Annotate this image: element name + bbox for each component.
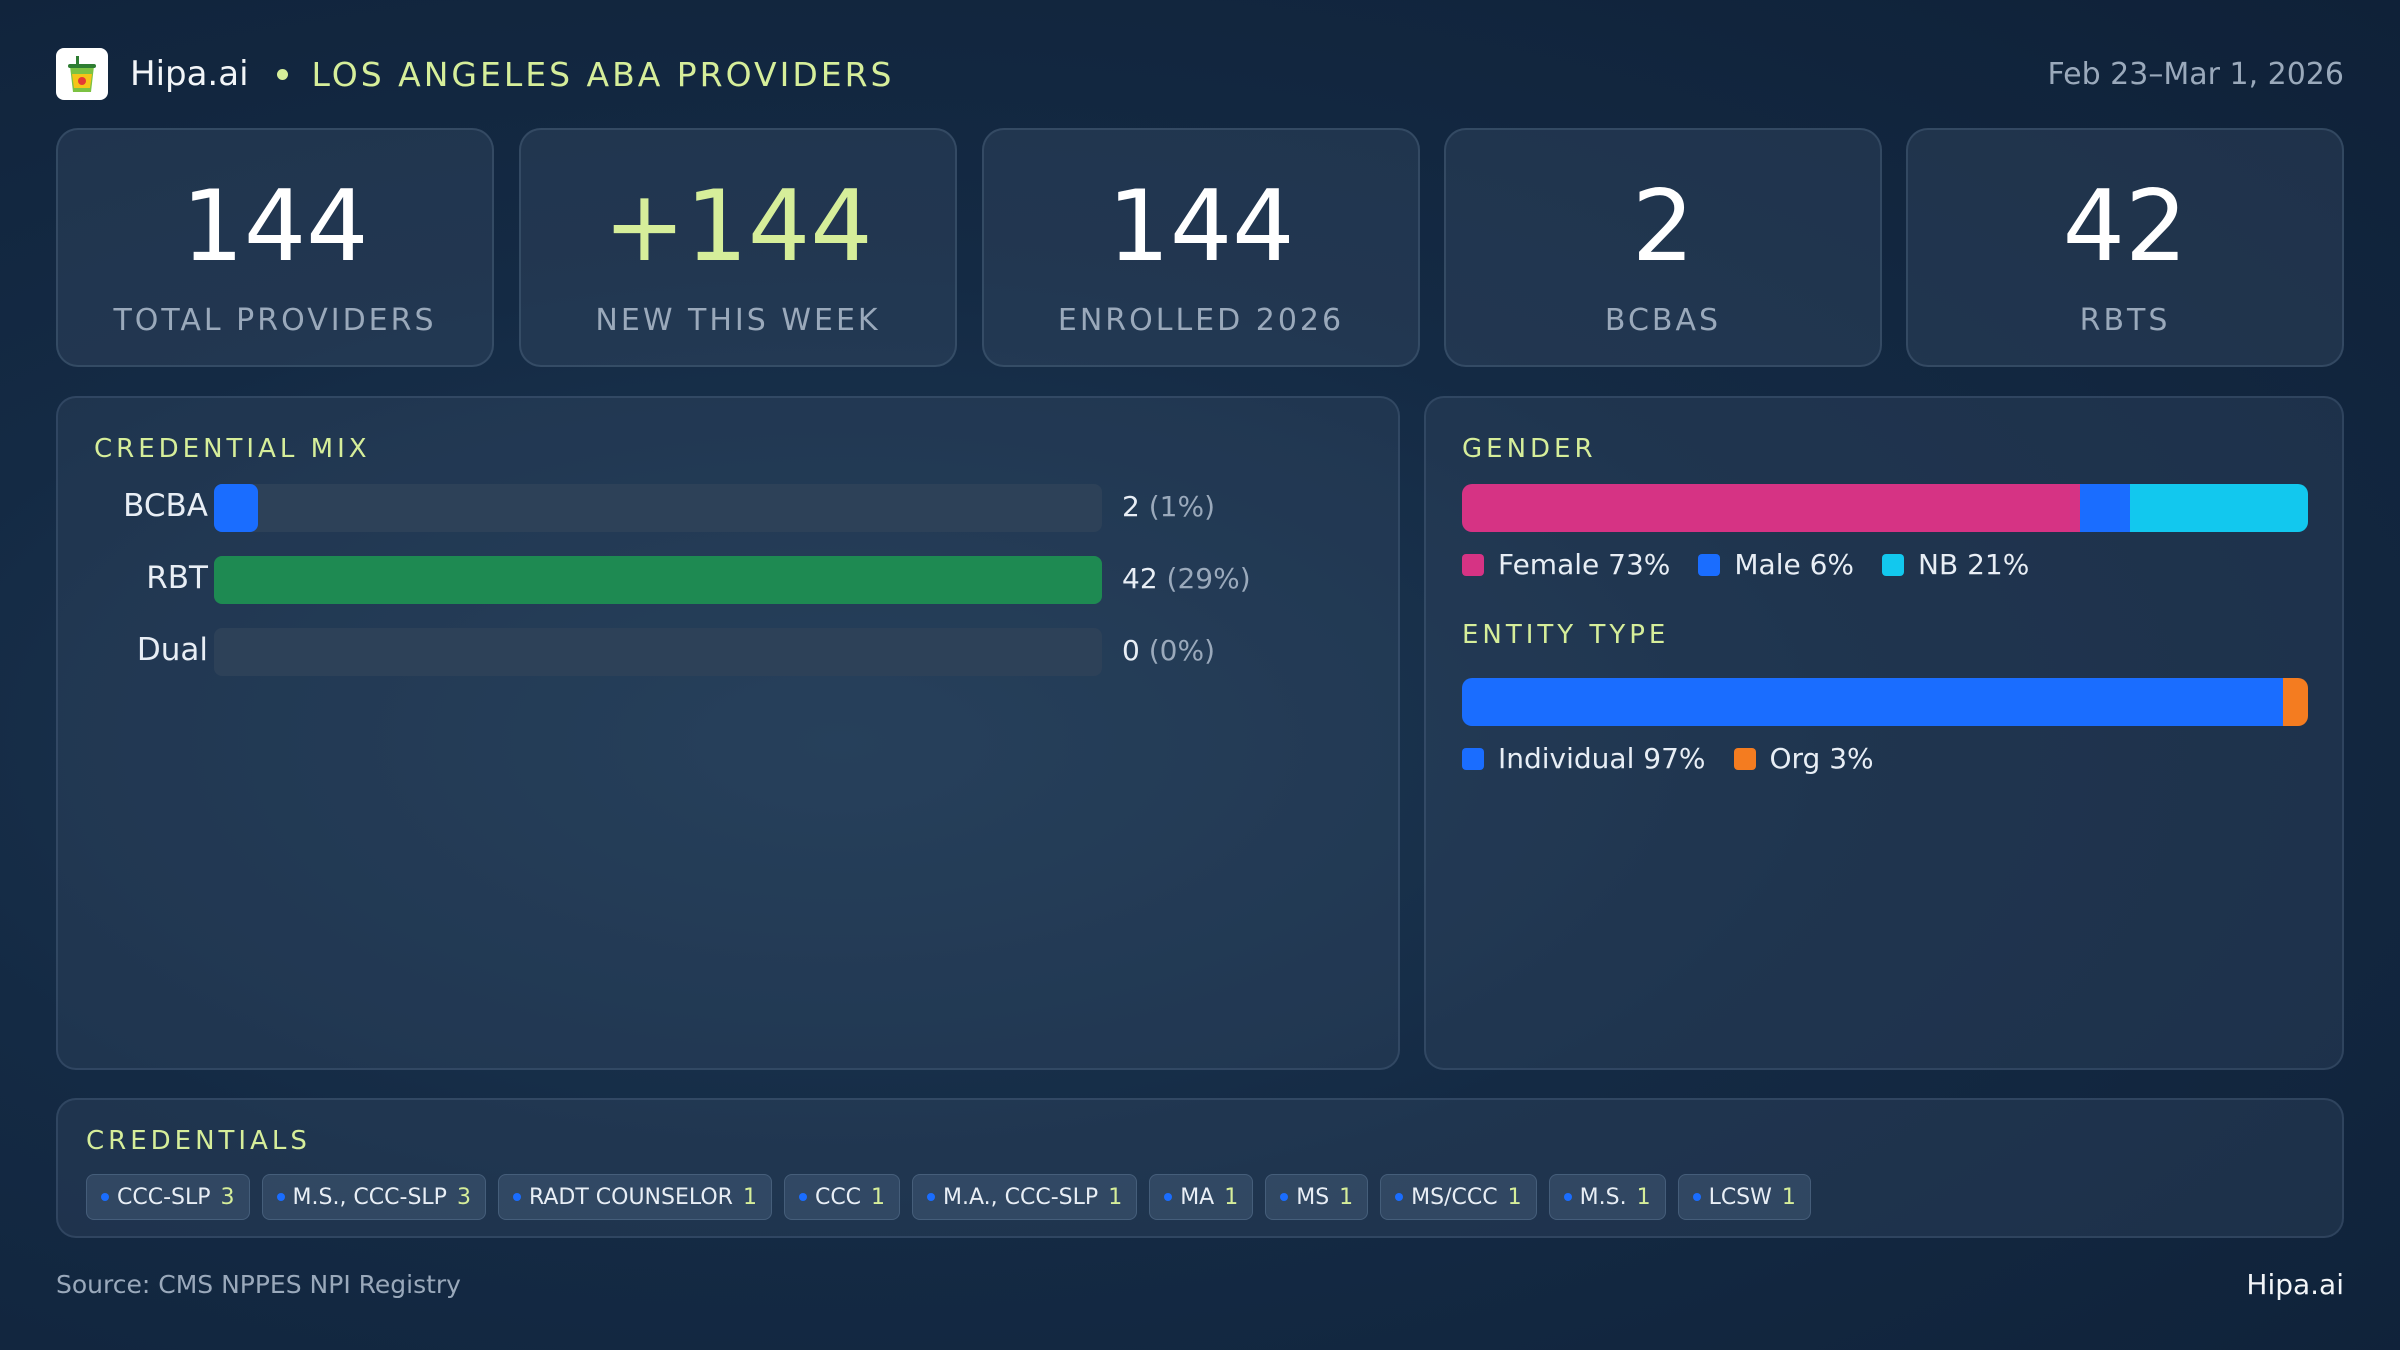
panel-title: ENTITY TYPE xyxy=(1462,620,1670,650)
kpi-value: +144 xyxy=(603,170,873,284)
panel-title: GENDER xyxy=(1462,434,1597,464)
legend-swatch xyxy=(1733,747,1756,770)
credential-row-label: Dual xyxy=(136,632,208,668)
bullet-dot-icon xyxy=(1280,1193,1289,1201)
credential-row-value: 2 (1%) xyxy=(1122,490,1216,523)
legend-swatch xyxy=(1462,747,1484,770)
date-range: Feb 23–Mar 1, 2026 xyxy=(2047,56,2344,92)
credential-chip[interactable]: CCC-SLP 3 xyxy=(86,1174,250,1220)
kpi-card-rbts: 42 RBTS xyxy=(1906,128,2344,367)
gender-stacked-bar xyxy=(1462,484,2308,532)
credential-chip[interactable]: M.A., CCC-SLP 1 xyxy=(912,1174,1138,1220)
bullet-dot-icon xyxy=(927,1193,936,1201)
bar-fill xyxy=(214,484,259,532)
kpi-label: BCBAS xyxy=(1604,303,1722,338)
credential-chip[interactable]: CCC 1 xyxy=(783,1174,901,1220)
legend-swatch xyxy=(1462,553,1484,576)
entity-type-stacked-bar xyxy=(1462,678,2308,726)
credential-chip[interactable]: MA 1 xyxy=(1149,1174,1254,1220)
separator-dot xyxy=(276,68,288,80)
page-title: LOS ANGELES ABA PROVIDERS xyxy=(311,54,895,94)
legend-item-female: Female 73% xyxy=(1462,548,1670,581)
credential-mix-panel: CREDENTIAL MIX BCBA 2 (1%) RBT 42 (29%) … xyxy=(56,396,1400,1070)
credential-chip-list: CCC-SLP 3 M.S., CCC-SLP 3 RADT COUNSELOR 1 … xyxy=(86,1174,1823,1220)
credential-row-label: RBT xyxy=(146,560,208,596)
credential-chip[interactable]: LCSW 1 xyxy=(1677,1174,1811,1220)
credential-row-bcba: BCBA 2 (1%) xyxy=(58,484,1398,532)
credential-chip[interactable]: MS/CCC 1 xyxy=(1380,1174,1537,1220)
gender-legend: Female 73% Male 6% NB 21% xyxy=(1462,548,2057,581)
kpi-card-new-this-week: +144 NEW THIS WEEK xyxy=(519,128,957,367)
entity-type-legend: Individual 97% Org 3% xyxy=(1462,742,1902,775)
bar-segment xyxy=(1462,678,2283,726)
bar-segment xyxy=(2130,484,2308,532)
kpi-value: 144 xyxy=(1107,170,1295,284)
kpi-value: 2 xyxy=(1631,170,1695,284)
credential-chip[interactable]: RADT COUNSELOR 1 xyxy=(497,1174,772,1220)
bar-track xyxy=(214,556,1102,604)
credential-row-value: 42 (29%) xyxy=(1122,562,1251,595)
footer-brand: Hipa.ai xyxy=(2246,1268,2344,1301)
legend-item-nb: NB 21% xyxy=(1882,548,2029,581)
bullet-dot-icon xyxy=(1164,1193,1173,1201)
kpi-card-total-providers: 144 TOTAL PROVIDERS xyxy=(56,128,494,367)
credential-row-dual: Dual 0 (0%) xyxy=(58,628,1398,676)
panel-title: CREDENTIALS xyxy=(86,1126,311,1156)
credential-chip[interactable]: M.S., CCC-SLP 3 xyxy=(261,1174,486,1220)
smoothie-cup-icon xyxy=(56,48,108,100)
bar-segment xyxy=(2079,484,2131,532)
bar-track xyxy=(214,628,1102,676)
bar-segment xyxy=(1462,484,2080,532)
brand-name: Hipa.ai xyxy=(130,54,249,94)
credentials-panel: CREDENTIALS CCC-SLP 3 M.S., CCC-SLP 3 RADT… xyxy=(56,1098,2344,1238)
credential-row-value: 0 (0%) xyxy=(1122,634,1216,667)
bullet-dot-icon xyxy=(798,1193,807,1201)
kpi-label: ENROLLED 2026 xyxy=(1057,303,1345,338)
bar-track xyxy=(214,484,1102,532)
legend-item-org: Org 3% xyxy=(1733,742,1874,775)
legend-swatch xyxy=(1698,553,1721,576)
credential-chip[interactable]: M.S. 1 xyxy=(1548,1174,1666,1220)
demographics-panel: GENDER Female 73% Male 6% NB 21% ENTITY … xyxy=(1424,396,2344,1070)
kpi-label: TOTAL PROVIDERS xyxy=(113,303,437,338)
source-note: Source: CMS NPPES NPI Registry xyxy=(56,1270,461,1299)
kpi-label: NEW THIS WEEK xyxy=(595,303,881,338)
kpi-value: 42 xyxy=(2062,170,2188,284)
bar-segment xyxy=(2282,678,2308,726)
header: Hipa.ai LOS ANGELES ABA PROVIDERS Feb 23… xyxy=(56,46,2344,102)
bullet-dot-icon xyxy=(1395,1193,1404,1201)
credential-row-label: BCBA xyxy=(123,488,208,524)
legend-item-male: Male 6% xyxy=(1698,548,1854,581)
bullet-dot-icon xyxy=(512,1193,521,1201)
kpi-label: RBTS xyxy=(2079,303,2171,338)
kpi-value: 144 xyxy=(181,170,369,284)
kpi-card-enrolled-2026: 144 ENROLLED 2026 xyxy=(982,128,1420,367)
bullet-dot-icon xyxy=(1563,1193,1572,1201)
panel-title: CREDENTIAL MIX xyxy=(94,434,371,464)
bar-fill xyxy=(214,556,1102,604)
bullet-dot-icon xyxy=(1692,1193,1701,1201)
bullet-dot-icon xyxy=(276,1193,285,1201)
bullet-dot-icon xyxy=(101,1193,109,1201)
credential-row-rbt: RBT 42 (29%) xyxy=(58,556,1398,604)
credential-chip[interactable]: MS 1 xyxy=(1265,1174,1369,1220)
legend-item-individual: Individual 97% xyxy=(1462,742,1706,775)
legend-swatch xyxy=(1882,553,1905,576)
kpi-card-bcbas: 2 BCBAS xyxy=(1444,128,1882,367)
